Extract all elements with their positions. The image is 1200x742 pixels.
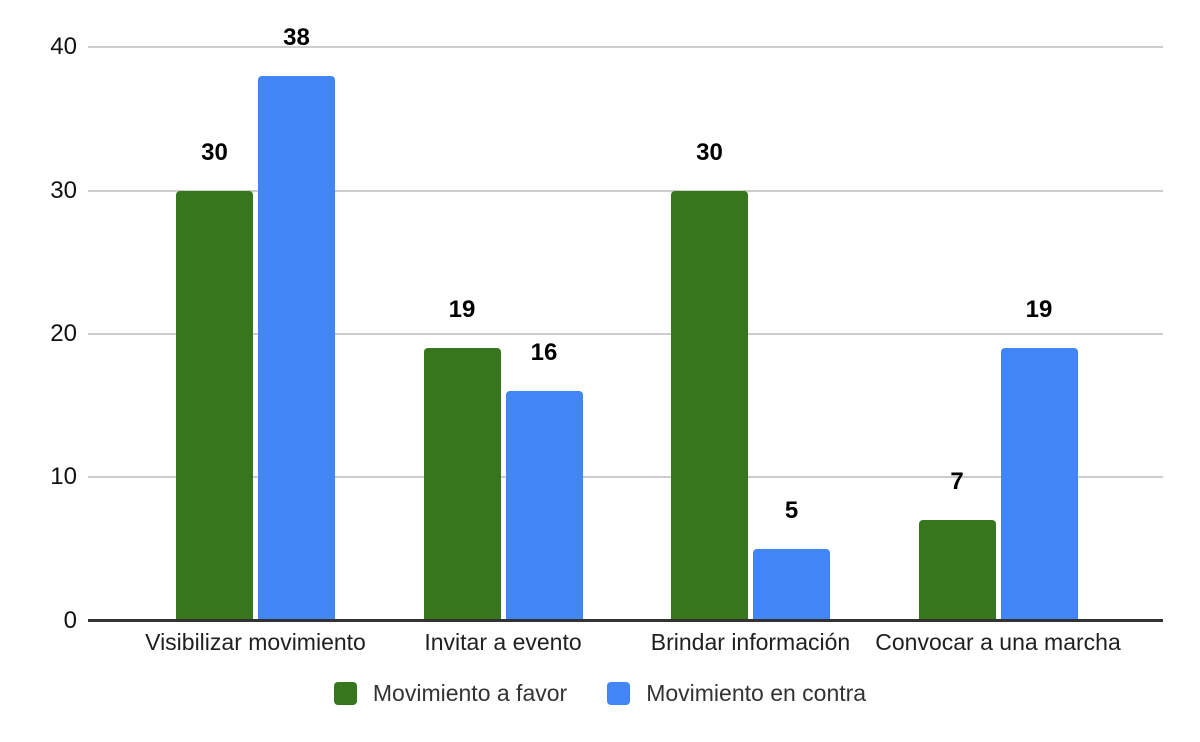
legend-label: Movimiento a favor [372, 680, 568, 706]
y-tick-label: 0 [63, 606, 77, 634]
legend-label: Movimiento en contra [646, 680, 867, 706]
gridline [88, 332, 1163, 335]
category-label: Invitar a evento [424, 629, 582, 655]
category-label: Visibilizar movimiento [145, 629, 366, 655]
legend: Movimiento a favor Movimiento en contra [0, 680, 1200, 707]
category-label: Convocar a una marcha [875, 629, 1121, 655]
value-label: 7 [950, 468, 964, 496]
y-tick-label: 30 [50, 176, 77, 204]
legend-swatch [607, 682, 631, 705]
legend-swatch [333, 682, 357, 705]
y-tick-label: 40 [50, 33, 77, 61]
value-label: 19 [448, 296, 476, 324]
gridline [88, 189, 1163, 192]
value-label: 5 [784, 496, 799, 524]
legend-item[interactable]: Movimiento a favor [333, 680, 568, 707]
value-label: 19 [1025, 296, 1053, 324]
value-label: 30 [696, 138, 723, 166]
value-label: 30 [201, 138, 228, 166]
category-label: Brindar información [650, 629, 851, 655]
bar[interactable] [1000, 348, 1078, 621]
y-tick-label: 20 [50, 319, 77, 347]
legend-item[interactable]: Movimiento en contra [607, 680, 866, 707]
y-tick-label: 10 [50, 463, 77, 491]
bar[interactable] [918, 520, 996, 621]
bar[interactable] [176, 190, 253, 621]
bar[interactable] [423, 348, 501, 621]
value-label: 16 [530, 339, 558, 367]
x-axis-line [88, 619, 1163, 622]
bar[interactable] [671, 190, 748, 621]
bar[interactable] [505, 391, 583, 621]
value-label: 38 [283, 23, 310, 51]
gridline [88, 476, 1163, 479]
gridline [88, 46, 1163, 49]
bar[interactable] [258, 75, 335, 621]
bar[interactable] [753, 548, 830, 621]
